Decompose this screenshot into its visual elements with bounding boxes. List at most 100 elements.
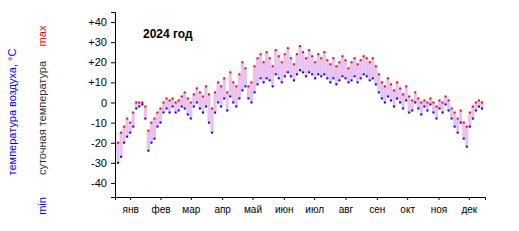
point [278,77,280,79]
range-bar [271,66,274,86]
range-bar [462,123,465,139]
range-bar [353,58,356,76]
range-bar [144,107,147,119]
range-bar [332,58,335,78]
x-tick: окт [400,197,415,215]
point [184,91,186,93]
point [281,61,283,63]
point [478,106,480,108]
point [169,99,171,101]
range-bar [314,62,317,78]
range-bar [150,123,153,143]
y-tick-label: -40 [91,177,107,189]
y-axis: +40+30+20+100-10-20-30-40 [88,13,115,198]
point [244,85,246,87]
x-tick: июл [305,197,324,215]
range-bar [135,102,138,108]
point [272,85,274,87]
point [150,142,152,144]
x-tick-label: май [244,204,262,215]
point [296,53,298,55]
range-bar [286,48,289,72]
x-tick: янв [123,197,139,215]
point [469,112,471,114]
range-band [115,46,482,163]
range-bar [326,60,329,78]
point [372,57,374,59]
point [414,101,416,103]
point [141,101,143,103]
range-bar [116,143,119,163]
point [375,65,377,67]
point [360,77,362,79]
point [187,114,189,116]
x-axis-line [116,198,486,201]
point [475,101,477,103]
x-tick-label: июл [305,204,324,215]
point [196,87,198,89]
range-bar [377,74,380,92]
x-tick: мар [182,197,200,215]
point [387,95,389,97]
point [426,101,428,103]
point [302,51,304,53]
point [229,71,231,73]
y-tick-label: +30 [88,36,107,48]
x-tick-label: июн [275,204,294,215]
point [344,77,346,79]
point [153,118,155,120]
range-bar [395,82,398,98]
point [429,104,431,106]
range-bar [238,74,241,98]
plot-marks [115,45,483,164]
point [423,106,425,108]
x-tick-mark [438,197,439,200]
point [235,85,237,87]
y-tick-mark [111,62,115,63]
range-bar [180,96,183,106]
point [451,108,453,110]
x-axis: янвфевмарапрмайиюниюлавгсеноктноядек [116,197,486,215]
y-tick-label: +10 [88,76,107,88]
series-max [115,45,483,144]
y-tick-mark [111,183,115,184]
range-bar [338,62,341,80]
point [156,126,158,128]
y-tick-label: 0 [101,97,107,109]
y-tick-mark [111,143,115,144]
point [181,106,183,108]
range-bar [274,50,277,74]
range-bar [417,98,420,108]
point [163,101,165,103]
range-bar [405,86,408,100]
range-bar [468,113,471,127]
point [320,75,322,77]
y-tick-mark [111,123,115,124]
range-bar [432,102,435,112]
point [420,114,422,116]
point [156,112,158,114]
point [144,118,146,120]
point [341,55,343,57]
y-tick-label: -10 [91,117,107,129]
range-bar [129,123,132,133]
point [226,110,228,112]
range-bar [441,102,444,112]
point [284,75,286,77]
x-tick: июн [275,197,294,215]
point [120,132,122,134]
range-bar [226,92,229,110]
range-bar [201,96,204,112]
x-tick-label: янв [123,204,139,215]
point [229,95,231,97]
point [260,77,262,79]
range-bar [141,102,144,104]
point [129,122,131,124]
point [126,136,128,138]
point [169,112,171,114]
range-bar [371,58,374,78]
range-bar [280,62,283,82]
point [126,118,128,120]
point [454,126,456,128]
point [393,106,395,108]
